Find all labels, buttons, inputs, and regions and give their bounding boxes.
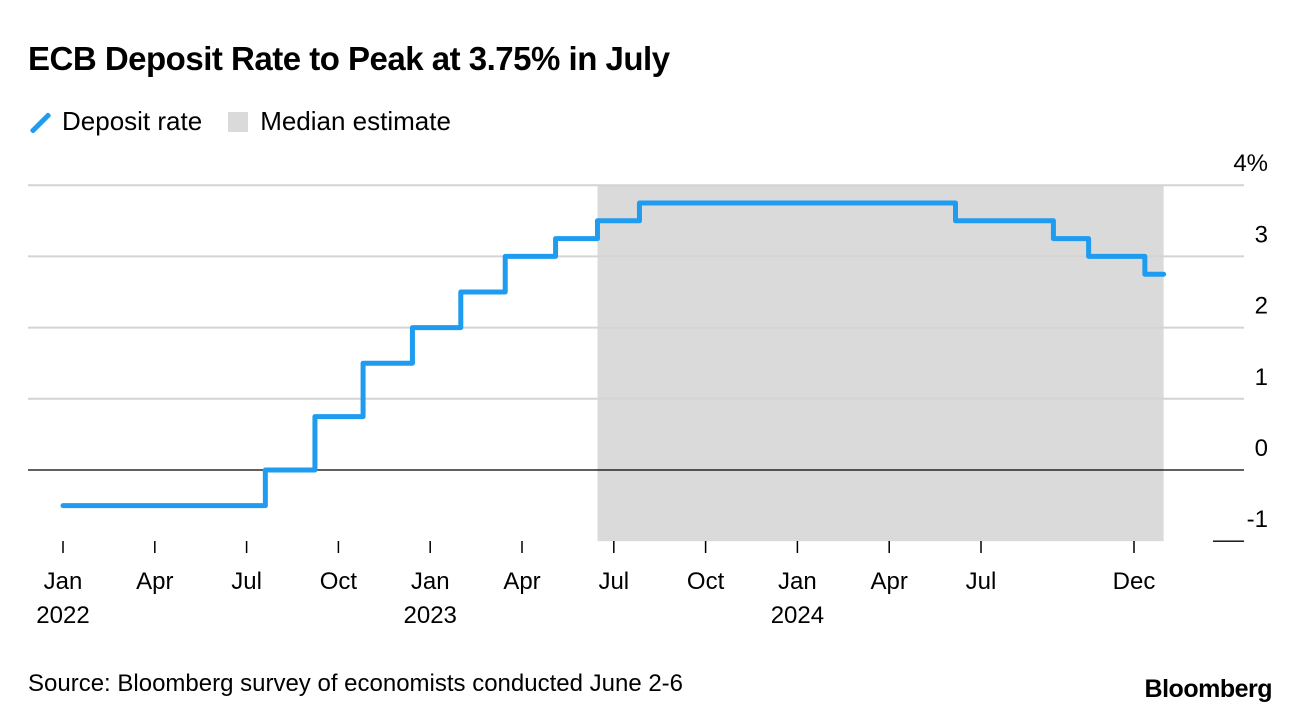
x-tick-label: Jan (44, 568, 83, 595)
legend-label: Deposit rate (62, 106, 203, 136)
x-tick-label: Jul (966, 568, 997, 595)
y-tick-label: 4% (1233, 150, 1268, 177)
bloomberg-logo: Bloomberg (1144, 675, 1273, 703)
x-tick-label: Jul (231, 568, 262, 595)
legend-item-median-estimate: Median estimate (228, 106, 451, 137)
legend-item-deposit-rate: Deposit rate (30, 106, 202, 137)
legend-label: Median estimate (260, 106, 451, 136)
x-tick-label: Jul (598, 568, 629, 595)
x-tick-label: Apr (136, 568, 173, 595)
x-tick-label: Dec (1113, 568, 1156, 595)
x-year-label: 2022 (36, 602, 89, 629)
x-tick-label: Oct (320, 568, 358, 595)
y-tick-label: -1 (1247, 506, 1268, 533)
box-swatch-icon (228, 111, 249, 132)
x-tick-label: Jan (411, 568, 450, 595)
x-tick-label: Oct (687, 568, 725, 595)
y-tick-label: 2 (1255, 293, 1268, 320)
deposit-rate-line (60, 200, 1167, 509)
y-tick-label: 1 (1255, 364, 1268, 391)
chart-title: ECB Deposit Rate to Peak at 3.75% in Jul… (28, 40, 670, 77)
y-tick-label: 3 (1255, 221, 1268, 248)
x-tick-label: Apr (871, 568, 908, 595)
y-tick-label: 0 (1255, 435, 1268, 462)
median-estimate-region (597, 185, 1164, 542)
x-year-label: 2024 (771, 602, 824, 629)
x-tick-label: Apr (503, 568, 540, 595)
x-tick-label: Jan (778, 568, 817, 595)
source-note: Source: Bloomberg survey of economists c… (28, 670, 684, 697)
x-year-label: 2023 (404, 602, 457, 629)
legend: Deposit rate Median estimate (30, 106, 477, 137)
